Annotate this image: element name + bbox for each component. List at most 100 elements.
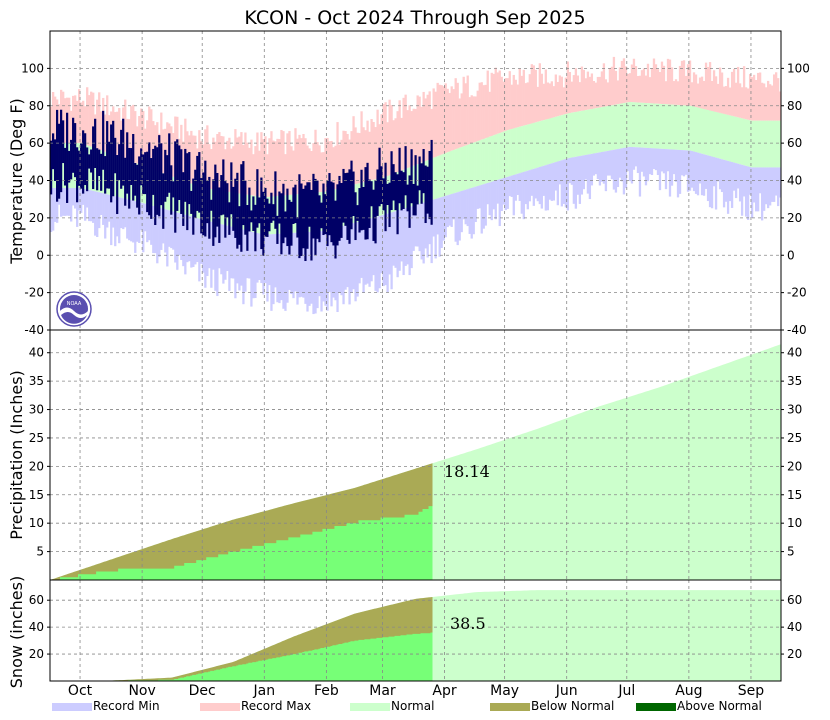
record-max-bar: [274, 141, 277, 197]
normal-range-bar: [514, 127, 517, 175]
record-max-bar: [458, 98, 461, 148]
normal-range-bar: [636, 102, 640, 148]
record-max-bar: [768, 84, 772, 121]
observed-temp-bar: [294, 184, 297, 224]
observed-temp-bar: [74, 123, 77, 178]
record-min-bar: [314, 231, 317, 314]
record-max-bar: [248, 147, 251, 196]
observed-temp-bar: [126, 132, 129, 194]
observed-temp-bar: [356, 205, 359, 221]
observed-temp-bar: [388, 182, 391, 228]
observed-temp-bar: [416, 185, 419, 205]
record-min-bar: [296, 232, 299, 305]
observed-temp-bar: [342, 168, 345, 223]
record-min-bar: [546, 164, 549, 211]
record-max-bar: [698, 77, 702, 109]
record-max-bar: [618, 67, 622, 104]
record-max-bar: [70, 110, 73, 144]
normal-range-bar: [532, 122, 535, 169]
normal-range-bar: [476, 141, 479, 187]
observed-temp-bar: [154, 145, 157, 226]
record-min-bar: [80, 187, 83, 213]
record-min-bar: [482, 184, 485, 229]
normal-range-bar: [752, 120, 756, 168]
observed-temp-bar: [316, 180, 319, 239]
record-min-bar: [392, 211, 395, 266]
normal-range-bar: [732, 116, 736, 163]
record-max-bar: [350, 131, 353, 186]
observed-temp-bar: [220, 175, 223, 216]
normal-range-bar: [590, 109, 594, 154]
observed-temp-bar: [414, 155, 417, 216]
record-max-bar: [342, 130, 345, 188]
month-label: Feb: [314, 683, 339, 699]
record-max-bar: [166, 122, 169, 175]
record-min-bar: [288, 233, 291, 290]
record-max-bar: [146, 120, 149, 168]
record-max-bar: [654, 64, 658, 104]
record-max-bar: [332, 147, 335, 190]
record-max-bar: [748, 74, 752, 121]
record-max-bar: [602, 63, 606, 107]
record-min-bar: [654, 148, 658, 171]
observed-temp-bar: [158, 135, 161, 217]
record-min-bar: [428, 200, 431, 245]
observed-temp-bar: [140, 148, 143, 186]
record-min-bar: [238, 228, 241, 291]
record-min-bar: [516, 173, 519, 195]
record-min-bar: [312, 231, 315, 315]
observed-temp-bar: [240, 164, 243, 252]
record-max-bar: [104, 114, 107, 152]
record-min-bar: [436, 198, 439, 235]
record-max-bar: [568, 71, 572, 114]
record-min-bar: [502, 178, 505, 205]
record-max-bar: [206, 125, 209, 189]
normal-range-bar: [742, 118, 746, 166]
normal-range-bar: [674, 104, 678, 150]
record-max-bar: [368, 131, 371, 181]
y-tick-label: 30: [29, 403, 44, 417]
record-max-bar: [326, 137, 329, 192]
record-min-bar: [168, 210, 171, 247]
observed-temp-bar: [390, 151, 393, 211]
record-min-bar: [594, 153, 598, 175]
normal-range-bar: [570, 112, 574, 158]
record-min-bar: [256, 232, 259, 283]
record-max-bar: [314, 129, 317, 193]
record-max-bar: [150, 109, 153, 169]
record-min-bar: [184, 214, 187, 275]
observed-temp-bar: [52, 133, 55, 170]
y-tick-label: 100: [21, 61, 44, 75]
record-min-bar: [240, 229, 243, 286]
record-max-bar: [64, 98, 67, 144]
record-max-bar: [724, 86, 728, 115]
observed-temp-bar: [330, 181, 333, 243]
observed-temp-bar: [96, 148, 99, 191]
record-max-bar: [534, 69, 537, 123]
record-min-bar: [612, 149, 616, 190]
normal-range-bar: [768, 120, 772, 168]
record-min-bar: [664, 149, 668, 190]
observed-temp-bar: [344, 173, 347, 226]
record-max-bar: [714, 76, 718, 112]
record-max-bar: [516, 84, 519, 128]
normal-range-bar: [574, 111, 578, 157]
record-max-bar: [434, 91, 437, 158]
precipitation-total-label: 18.14: [444, 462, 490, 481]
record-max-bar: [456, 82, 459, 149]
record-max-bar: [444, 83, 447, 154]
record-max-bar: [84, 106, 87, 145]
normal-range-bar: [690, 106, 694, 151]
y-tick-label: 100: [787, 61, 810, 75]
record-max-bar: [566, 61, 570, 114]
record-max-bar: [710, 80, 714, 111]
record-max-bar: [396, 111, 399, 173]
y-tick-label: 15: [29, 488, 44, 502]
record-min-bar: [156, 207, 159, 264]
normal-range-bar: [486, 137, 489, 183]
record-min-bar: [550, 163, 553, 201]
normal-range-bar: [630, 102, 634, 147]
record-min-bar: [376, 216, 379, 293]
normal-range-bar: [748, 120, 752, 167]
record-max-bar: [134, 111, 137, 163]
